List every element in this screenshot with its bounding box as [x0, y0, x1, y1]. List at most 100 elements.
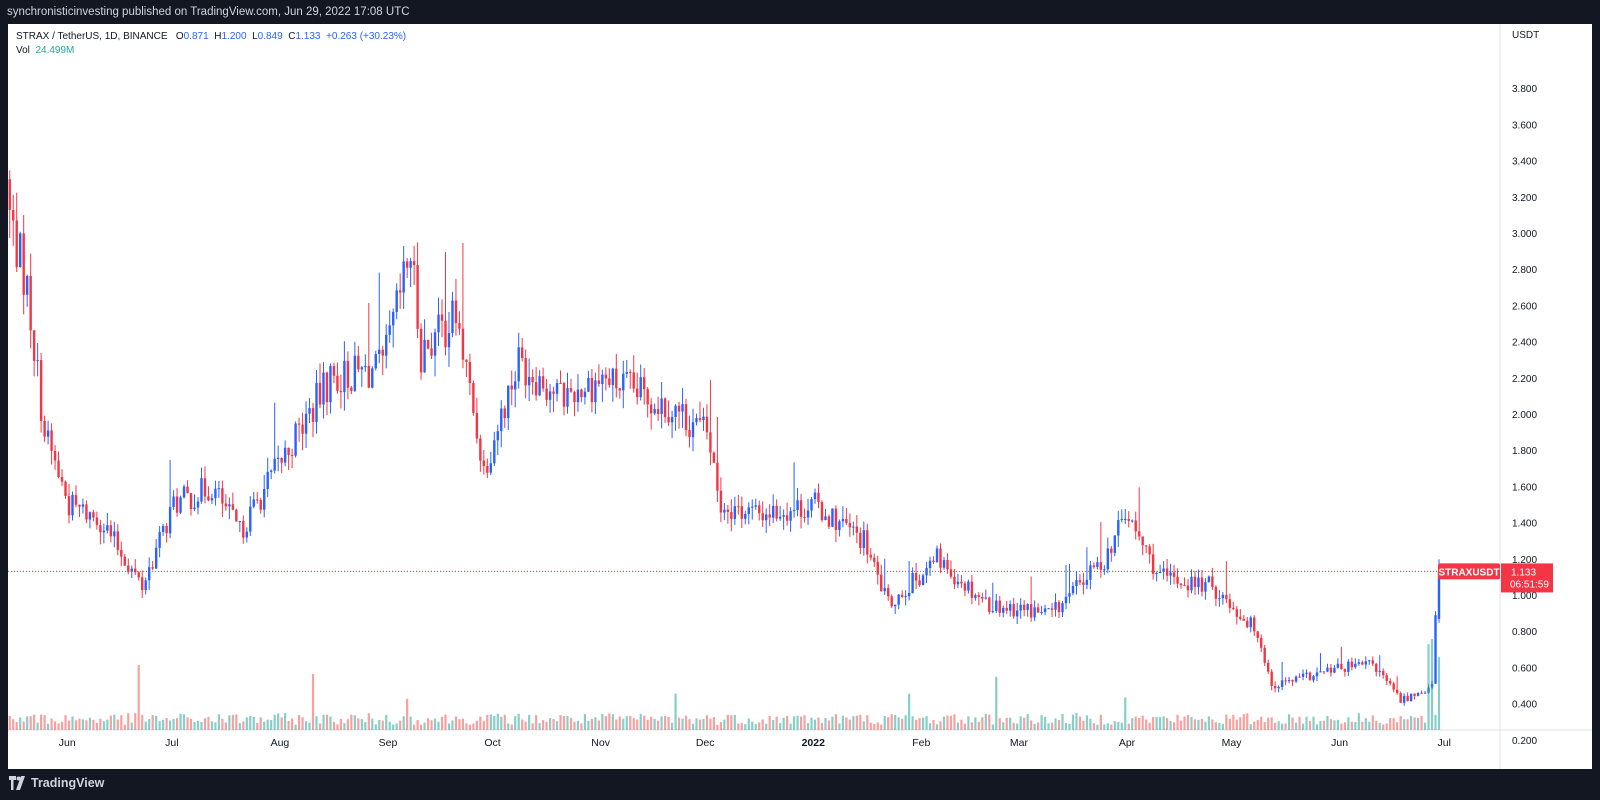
volume-bar	[231, 714, 234, 730]
volume-bar	[744, 724, 747, 730]
candlestick-chart[interactable]: USDT 3.800 3.600 3.400 3.200 3.000 2.800 2.600 2…	[0, 0, 1600, 769]
candle-body	[1263, 647, 1266, 663]
volume-bar	[162, 719, 165, 730]
candle-body	[210, 498, 214, 501]
candle-body	[1103, 569, 1106, 571]
volume-bar	[928, 723, 932, 730]
candle-body	[883, 588, 886, 592]
published-text: synchronisticinvesting published on Trad…	[7, 6, 410, 18]
candle-body	[904, 596, 907, 598]
volume-bar	[859, 714, 862, 730]
candle-body	[1336, 663, 1340, 668]
volume-bar	[291, 718, 294, 730]
volume-bar	[1099, 714, 1102, 730]
candle-body	[869, 554, 872, 558]
volume-bar	[266, 719, 269, 730]
price-tag-countdown: 06:51:59	[1510, 579, 1549, 590]
candle-body	[15, 220, 18, 267]
candle-body	[1169, 572, 1172, 576]
candle-body	[1096, 562, 1099, 568]
volume-bar	[1179, 720, 1183, 730]
candle-body	[259, 499, 262, 510]
volume-bar	[1218, 722, 1221, 730]
volume-bar	[444, 714, 447, 730]
volume-bar	[1040, 715, 1043, 730]
candle-body	[841, 518, 845, 522]
volume-bar	[419, 724, 423, 730]
candle-body	[555, 383, 559, 394]
volume-bar	[287, 720, 290, 730]
volume-bar	[1148, 722, 1151, 730]
volume-bar	[981, 717, 984, 730]
candle-body	[1138, 531, 1141, 537]
candle-body	[147, 567, 151, 581]
candle-body	[1040, 612, 1043, 614]
volume-bar	[991, 724, 994, 730]
candle-body	[378, 349, 381, 354]
volume-bar	[587, 720, 590, 730]
volume-bar	[12, 719, 15, 730]
candle-body	[364, 365, 367, 368]
price-tick-label: 2.400	[1512, 338, 1537, 349]
symbol-tag-bg	[1438, 563, 1500, 580]
candle-body	[137, 572, 140, 578]
candle-body	[423, 339, 426, 373]
candle-body	[398, 290, 402, 293]
tradingview-logo-icon[interactable]	[9, 776, 27, 790]
volume-bar	[378, 719, 381, 730]
candle-body	[182, 486, 186, 498]
volume-bar	[890, 714, 893, 730]
volume-bar	[792, 716, 796, 730]
candle-body	[43, 420, 46, 437]
candle-body	[1204, 582, 1207, 592]
candle-body	[820, 502, 824, 521]
candle-body	[534, 382, 538, 396]
volume-bar	[273, 714, 276, 730]
volume-bar	[1315, 724, 1319, 730]
volume-bar	[343, 723, 346, 730]
volume-bar	[454, 716, 458, 730]
volume-bar	[451, 720, 454, 730]
volume-bar	[894, 714, 897, 730]
candle-body	[290, 454, 294, 456]
volume-bar	[1312, 716, 1315, 730]
volume-bar	[719, 722, 722, 730]
volume-bar	[109, 715, 112, 730]
volume-bar	[555, 721, 559, 730]
candle-body	[444, 320, 447, 348]
time-tick-label: Mar	[1010, 737, 1029, 749]
candle-body	[796, 500, 799, 511]
candle-body	[1071, 586, 1075, 594]
volume-bar	[392, 724, 395, 730]
volume-bar	[726, 714, 729, 730]
volume-bar	[458, 719, 461, 730]
volume-bar	[1420, 715, 1423, 730]
volume-bar	[1301, 723, 1305, 730]
volume-bar	[1047, 723, 1050, 730]
candle-body	[866, 530, 869, 555]
volume-bar	[186, 717, 189, 730]
candle-body	[196, 501, 200, 508]
candle-body	[1371, 660, 1374, 664]
volume-bar	[1437, 657, 1441, 730]
volume-bar	[123, 724, 126, 730]
candle-body	[893, 604, 897, 607]
candle-body	[322, 372, 325, 405]
volume-bar	[1322, 720, 1326, 730]
volume-bar	[1183, 716, 1186, 730]
volume-bar	[723, 719, 726, 730]
candle-body	[1312, 676, 1315, 681]
chart-panel[interactable]	[8, 24, 1592, 769]
tradingview-brand[interactable]: TradingView	[31, 776, 105, 790]
volume-bar	[1064, 723, 1068, 730]
candle-body	[566, 388, 569, 407]
volume-bar	[1298, 716, 1301, 730]
volume-bar	[1050, 722, 1054, 730]
candle-body	[304, 413, 308, 434]
volume-bar	[1211, 719, 1214, 730]
candle-body	[649, 404, 653, 414]
volume-bar	[85, 720, 88, 730]
candle-body	[479, 438, 482, 461]
candle-body	[751, 506, 754, 508]
volume-bar	[406, 698, 409, 730]
